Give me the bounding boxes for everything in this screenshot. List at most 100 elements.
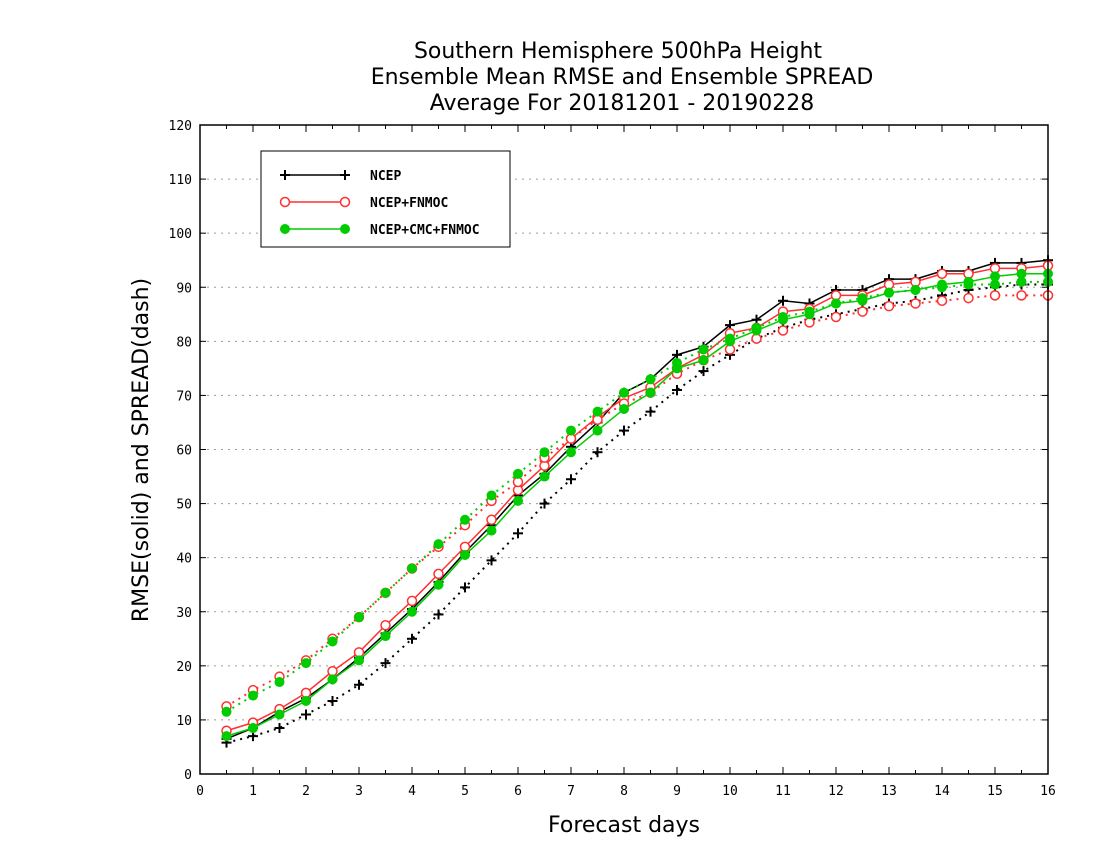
data-point-NCEP+CMC+FNMOC-spread bbox=[407, 563, 417, 574]
data-point-NCEP+CMC+FNMOC-spread bbox=[884, 287, 894, 298]
data-point-NCEP+FNMOC-spread bbox=[1016, 290, 1027, 301]
x-tick-label: 7 bbox=[567, 784, 575, 799]
legend-box bbox=[260, 150, 511, 248]
data-point-NCEP+FNMOC-rmse bbox=[406, 595, 418, 607]
data-point-NCEP+CMC+FNMOC-spread bbox=[857, 293, 868, 304]
legend-marker-right-NCEP+CMC+FNMOC bbox=[340, 224, 350, 234]
data-point-NCEP-spread bbox=[619, 425, 629, 436]
data-point-NCEP+CMC+FNMOC-spread bbox=[327, 636, 338, 647]
data-point-NCEP+CMC+FNMOC-rmse bbox=[539, 471, 550, 482]
y-tick-label: 10 bbox=[176, 714, 192, 729]
series-line-NCEP+CMC+FNMOC-rmse bbox=[226, 272, 1048, 737]
data-point-NCEP+CMC+FNMOC-rmse bbox=[460, 549, 470, 560]
chart-title-line-1: Southern Hemisphere 500hPa Height bbox=[414, 39, 822, 64]
data-point-NCEP+CMC+FNMOC-spread bbox=[831, 298, 841, 309]
data-point-NCEP+CMC+FNMOC-rmse bbox=[619, 403, 629, 414]
data-point-NCEP-spread bbox=[274, 723, 285, 734]
data-point-NCEP-spread bbox=[672, 385, 682, 396]
x-tick-label: 3 bbox=[355, 784, 363, 799]
data-point-NCEP+FNMOC-rmse bbox=[380, 620, 391, 631]
data-point-NCEP-spread bbox=[301, 709, 311, 720]
gridlines bbox=[200, 178, 1048, 721]
legend-label-NCEP+FNMOC: NCEP+FNMOC bbox=[370, 196, 448, 211]
x-tick-label: 14 bbox=[934, 784, 950, 799]
data-point-NCEP-rmse bbox=[778, 295, 788, 306]
data-point-NCEP-spread bbox=[380, 658, 391, 669]
data-point-NCEP+CMC+FNMOC-rmse bbox=[274, 709, 285, 720]
data-point-NCEP+FNMOC-rmse bbox=[936, 268, 948, 279]
legend-label-NCEP: NCEP bbox=[370, 169, 401, 184]
data-point-NCEP+CMC+FNMOC-rmse bbox=[327, 674, 338, 685]
y-tick-label: 40 bbox=[176, 552, 192, 567]
data-point-NCEP+CMC+FNMOC-spread bbox=[778, 311, 788, 322]
data-point-NCEP-spread bbox=[645, 406, 656, 417]
x-tick-label: 9 bbox=[673, 784, 681, 799]
x-tick-label: 8 bbox=[620, 784, 628, 799]
x-tick-label: 15 bbox=[987, 784, 1003, 799]
x-tick-label: 13 bbox=[881, 784, 897, 799]
data-point-NCEP+CMC+FNMOC-rmse bbox=[433, 579, 444, 590]
data-point-NCEP+CMC+FNMOC-spread bbox=[751, 322, 762, 333]
data-point-NCEP+CMC+FNMOC-rmse bbox=[698, 355, 709, 366]
data-point-NCEP-spread bbox=[486, 555, 497, 566]
data-point-NCEP+CMC+FNMOC-spread bbox=[513, 468, 523, 479]
data-point-NCEP+CMC+FNMOC-spread bbox=[433, 539, 444, 550]
series-line-NCEP+CMC+FNMOC-spread bbox=[225, 280, 1048, 713]
data-point-NCEP-spread bbox=[592, 447, 603, 458]
data-point-NCEP+CMC+FNMOC-spread bbox=[1016, 276, 1027, 287]
data-point-NCEP+CMC+FNMOC-rmse bbox=[592, 425, 603, 436]
data-point-NCEP+CMC+FNMOC-spread bbox=[804, 306, 815, 317]
data-point-NCEP+CMC+FNMOC-rmse bbox=[221, 731, 232, 742]
data-point-NCEP+FNMOC-spread bbox=[963, 292, 974, 304]
y-tick-label: 120 bbox=[169, 119, 192, 134]
series-line-NCEP+FNMOC-spread bbox=[225, 294, 1048, 708]
data-point-NCEP+CMC+FNMOC-spread bbox=[248, 690, 258, 701]
data-point-NCEP+FNMOC-rmse bbox=[486, 514, 497, 526]
data-point-NCEP+CMC+FNMOC-spread bbox=[645, 374, 656, 385]
data-point-NCEP+FNMOC-spread bbox=[857, 306, 868, 317]
data-point-NCEP+CMC+FNMOC-rmse bbox=[354, 655, 364, 666]
data-point-NCEP+CMC+FNMOC-spread bbox=[566, 425, 576, 436]
x-tick-label: 4 bbox=[408, 784, 416, 799]
y-tick-label: 60 bbox=[176, 444, 192, 459]
data-point-NCEP+CMC+FNMOC-spread bbox=[725, 333, 735, 344]
x-tick-label: 2 bbox=[302, 784, 310, 799]
legend-marker-left-NCEP+CMC+FNMOC bbox=[280, 224, 290, 234]
chart-title-line-2: Ensemble Mean RMSE and Ensemble SPREAD bbox=[371, 65, 874, 90]
data-point-NCEP+CMC+FNMOC-rmse bbox=[513, 495, 523, 506]
x-tick-label: 6 bbox=[514, 784, 522, 799]
legend-marker-right-NCEP+FNMOC bbox=[339, 196, 351, 208]
data-point-NCEP+CMC+FNMOC-spread bbox=[486, 490, 497, 501]
data-point-NCEP-spread bbox=[460, 582, 470, 593]
y-tick-label: 90 bbox=[176, 281, 192, 296]
data-point-NCEP+CMC+FNMOC-rmse bbox=[407, 606, 417, 617]
plot-area bbox=[221, 255, 1054, 748]
data-point-NCEP+CMC+FNMOC-spread bbox=[619, 387, 629, 398]
data-point-NCEP+CMC+FNMOC-spread bbox=[990, 279, 1000, 290]
data-point-NCEP-spread bbox=[327, 695, 338, 706]
data-point-NCEP-spread bbox=[433, 609, 444, 620]
data-point-NCEP+CMC+FNMOC-rmse bbox=[566, 447, 576, 458]
plot-frame bbox=[199, 124, 1049, 775]
data-point-NCEP+CMC+FNMOC-spread bbox=[937, 282, 947, 293]
legend-marker-left-NCEP+FNMOC bbox=[279, 196, 291, 208]
series-line-NCEP-spread bbox=[226, 283, 1048, 744]
data-point-NCEP-spread bbox=[354, 679, 364, 690]
y-tick-label: 30 bbox=[176, 606, 192, 621]
data-point-NCEP+CMC+FNMOC-rmse bbox=[248, 723, 258, 734]
chart-title-line-3: Average For 20181201 - 20190228 bbox=[430, 91, 815, 116]
legend: NCEP NCEP+FNMOC NCEP+CMC+FNMOC bbox=[260, 150, 511, 248]
x-axis-label: Forecast days bbox=[548, 813, 700, 838]
data-point-NCEP+CMC+FNMOC-spread bbox=[963, 279, 974, 290]
data-point-NCEP+CMC+FNMOC-spread bbox=[910, 284, 921, 295]
x-tick-label: 0 bbox=[196, 784, 204, 799]
legend-marker-left-NCEP bbox=[280, 170, 290, 180]
data-point-NCEP+FNMOC-spread bbox=[989, 290, 1001, 301]
data-point-NCEP+FNMOC-spread bbox=[936, 295, 948, 307]
x-tick-label: 5 bbox=[461, 784, 469, 799]
y-tick-label: 70 bbox=[176, 389, 192, 404]
x-tick-label: 11 bbox=[775, 784, 791, 799]
data-point-NCEP+FNMOC-rmse bbox=[433, 568, 444, 580]
